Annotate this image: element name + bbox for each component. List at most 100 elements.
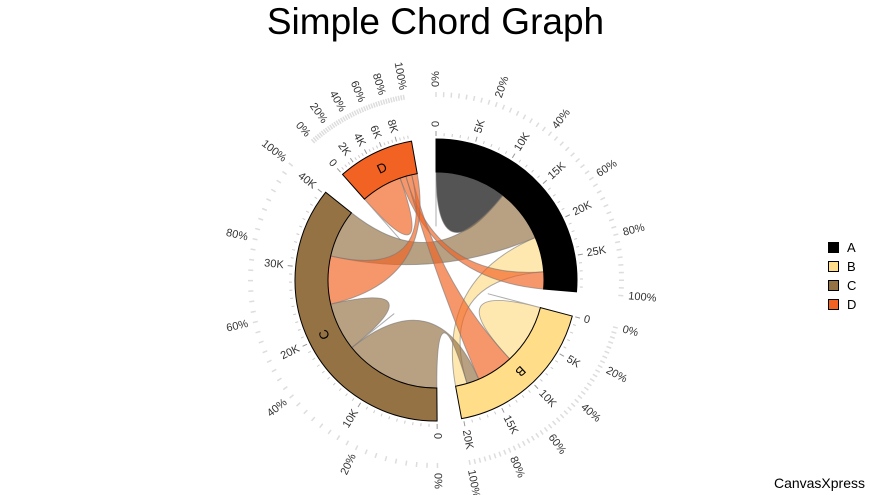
value-tick [539,378,543,382]
percent-tick [351,111,355,117]
value-tick [504,150,508,155]
value-tick-label: 4K [351,131,368,149]
percent-tick [344,115,349,121]
value-tick [316,364,320,367]
value-tick-label: 10K [512,130,533,154]
value-tick [378,141,382,147]
percent-tick [258,217,264,221]
value-tick-label: 25K [586,244,608,259]
percent-tick [326,125,332,131]
value-tick [528,390,531,393]
value-tick [511,153,516,159]
value-tick [550,366,554,370]
legend-item-B[interactable]: B [828,257,856,276]
chords [327,171,545,389]
percent-tick [374,452,378,459]
value-tick [357,154,361,159]
value-tick [467,136,470,140]
legend-item-A[interactable]: A [828,238,856,257]
value-tick [531,169,534,173]
group-arc-A[interactable] [435,138,578,293]
percent-tick-label: 40% [265,396,290,419]
value-tick [396,418,398,422]
percent-tick [570,152,575,157]
percent-tick [276,179,282,184]
legend-label: C [847,278,857,293]
percent-tick [266,359,272,364]
value-tick [351,398,355,402]
percent-tick [322,128,327,134]
percent-tick [258,340,264,344]
percent-tick [375,101,379,107]
legend-label: A [847,240,856,255]
percent-tick-label: 100% [628,290,657,304]
group-arc-D[interactable] [341,140,418,200]
percent-tick [606,211,612,215]
percent-tick [539,429,544,435]
percent-tick [552,420,557,426]
value-tick [372,147,375,151]
legend-label: D [847,297,857,312]
value-tick [299,225,303,228]
percent-tick [577,394,583,400]
value-tick [571,230,575,233]
percent-tick [364,449,368,455]
percent-tick [487,99,491,105]
percent-tick [262,350,268,354]
percent-tick [324,127,330,133]
percent-tick [318,132,323,137]
value-tick [307,350,312,354]
value-tick [534,384,539,389]
percent-tick [501,104,506,110]
value-tick [380,413,383,417]
percent-tick [603,203,609,208]
percent-tick [266,198,272,202]
percent-tick [288,162,294,167]
percent-tick-label: 100% [392,61,409,91]
value-tick [391,139,394,143]
percent-tick [472,95,476,102]
percent-tick [611,331,617,334]
percent-tick [617,256,623,259]
percent-tick-label: 80% [370,72,388,97]
percent-tick-label: 0% [621,324,640,340]
percent-tick [559,141,564,146]
value-tick [407,135,409,139]
group-arc-C[interactable] [294,191,438,422]
percent-tick [614,240,621,244]
percent-tick [289,394,295,399]
value-tick [399,137,401,141]
value-tick [368,148,371,153]
percent-tick [327,429,332,435]
percent-tick [377,100,381,107]
value-tick [537,175,540,179]
value-tick-label: 0 [582,313,591,326]
value-tick [349,157,354,163]
value-tick [486,414,489,418]
percent-tick [589,378,595,382]
percent-tick [553,136,559,141]
value-tick-label: 8K [385,118,400,135]
percent-tick-label: 40% [578,401,603,425]
value-tick [314,196,318,200]
percent-tick [394,458,398,464]
value-tick [404,420,406,424]
value-tick [552,194,556,197]
percent-tick [480,97,483,103]
group-arc-B[interactable] [455,307,573,420]
percent-tick [250,310,256,313]
percent-tick [547,423,553,429]
value-tick [291,305,295,308]
value-tick [300,336,304,339]
value-tick [565,214,571,218]
value-tick [309,203,314,206]
legend-item-D[interactable]: D [828,295,856,314]
legend-item-C[interactable]: C [828,276,856,295]
value-tick [521,395,525,399]
value-tick-label: 20K [279,342,302,362]
percent-tick [310,138,316,144]
value-tick [388,416,391,420]
percent-tick-label: 40% [327,89,348,114]
percent-tick [580,164,585,169]
